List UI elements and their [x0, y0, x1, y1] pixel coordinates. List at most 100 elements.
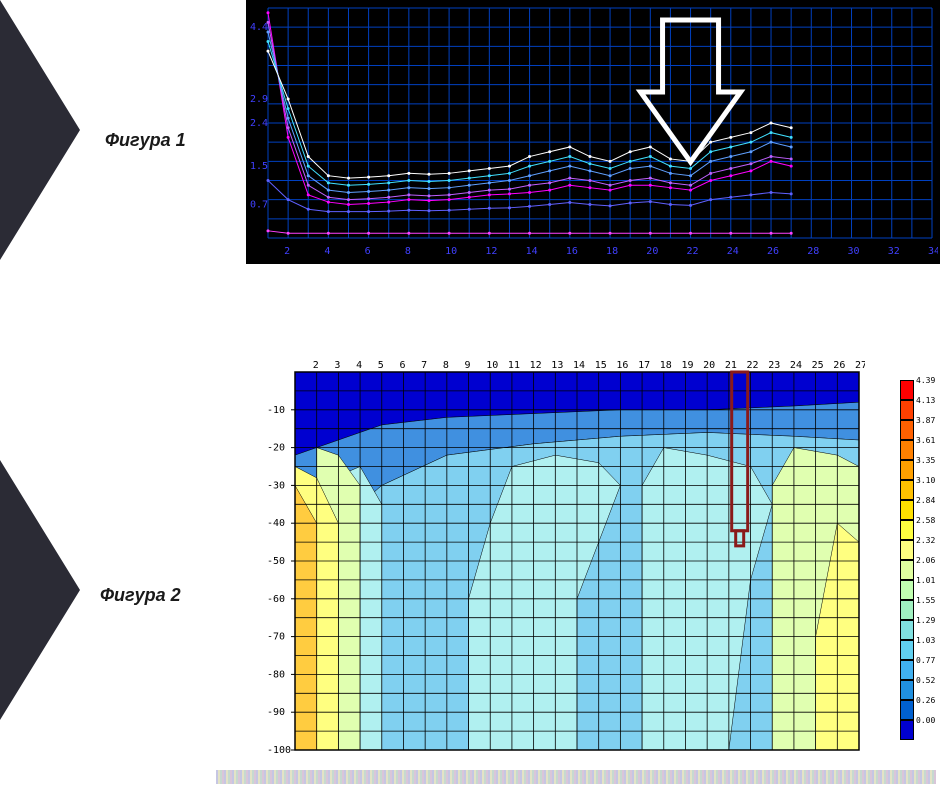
svg-text:6: 6 [365, 246, 371, 257]
svg-text:18: 18 [606, 246, 618, 257]
svg-text:9: 9 [465, 360, 471, 371]
colorbar-swatch [900, 400, 914, 420]
colorbar-swatch [900, 380, 914, 400]
colorbar-label: 0.77 [916, 656, 935, 665]
svg-text:8: 8 [405, 246, 411, 257]
svg-text:17: 17 [638, 360, 650, 371]
svg-text:22: 22 [687, 246, 699, 257]
figure-2-label: Фигура 2 [100, 585, 181, 606]
colorbar-label: 4.39 [916, 376, 935, 385]
svg-text:10: 10 [486, 360, 498, 371]
svg-text:34: 34 [928, 246, 938, 257]
colorbar-swatch [900, 540, 914, 560]
svg-text:30: 30 [848, 246, 860, 257]
colorbar-label: 3.61 [916, 436, 935, 445]
colorbar-label: 0.26 [916, 696, 935, 705]
colorbar-label: 2.32 [916, 536, 935, 545]
colorbar-swatch [900, 500, 914, 520]
svg-text:14: 14 [526, 246, 538, 257]
figure-1-label: Фигура 1 [105, 130, 186, 151]
colorbar-label: 3.10 [916, 476, 935, 485]
chevron-decor-1 [0, 0, 80, 260]
svg-text:4: 4 [324, 246, 330, 257]
svg-text:20: 20 [646, 246, 658, 257]
svg-text:1.5: 1.5 [250, 161, 268, 172]
colorbar-swatch [900, 700, 914, 720]
svg-text:-70: -70 [267, 632, 285, 643]
svg-text:-80: -80 [267, 669, 285, 680]
figure-2-heatmap: -10-20-30-40-50-60-70-80-90-100 23456789… [255, 356, 865, 756]
svg-text:-60: -60 [267, 594, 285, 605]
figure-1-svg: 0.71.52.42.94.4 246810121416182022242628… [248, 2, 938, 262]
colorbar-swatch [900, 420, 914, 440]
colorbar-label: 0.00 [916, 716, 935, 725]
colorbar-swatch [900, 460, 914, 480]
svg-text:3: 3 [334, 360, 340, 371]
svg-text:20: 20 [703, 360, 715, 371]
svg-text:0.7: 0.7 [250, 199, 268, 210]
colorbar-label: 1.29 [916, 616, 935, 625]
svg-text:24: 24 [727, 246, 739, 257]
svg-text:13: 13 [551, 360, 563, 371]
svg-text:26: 26 [767, 246, 779, 257]
svg-text:-40: -40 [267, 518, 285, 529]
colorbar-swatch [900, 560, 914, 580]
colorbar-label: 1.03 [916, 636, 935, 645]
colorbar-label: 3.87 [916, 416, 935, 425]
svg-text:4: 4 [356, 360, 362, 371]
colorbar-swatch [900, 620, 914, 640]
svg-text:-50: -50 [267, 556, 285, 567]
svg-text:11: 11 [508, 360, 520, 371]
colorbar-swatch [900, 660, 914, 680]
svg-text:-100: -100 [267, 745, 291, 756]
svg-text:7: 7 [421, 360, 427, 371]
svg-text:5: 5 [378, 360, 384, 371]
svg-text:-30: -30 [267, 480, 285, 491]
colorbar-swatch [900, 580, 914, 600]
colorbar-swatch [900, 600, 914, 620]
decorative-strip [216, 770, 936, 784]
svg-text:21: 21 [725, 360, 737, 371]
colorbar-label: 2.58 [916, 516, 935, 525]
svg-text:18: 18 [660, 360, 672, 371]
colorbar-swatch [900, 680, 914, 700]
svg-text:26: 26 [833, 360, 845, 371]
colorbar-label: 1.01 [916, 576, 935, 585]
svg-text:25: 25 [812, 360, 824, 371]
svg-text:16: 16 [616, 360, 628, 371]
svg-text:2.4: 2.4 [250, 118, 268, 129]
svg-text:23: 23 [768, 360, 780, 371]
colorbar-label: 0.52 [916, 676, 935, 685]
svg-text:2: 2 [313, 360, 319, 371]
colorbar-label: 3.35 [916, 456, 935, 465]
svg-text:22: 22 [747, 360, 759, 371]
svg-text:8: 8 [443, 360, 449, 371]
svg-text:12: 12 [530, 360, 542, 371]
svg-text:2: 2 [284, 246, 290, 257]
figure-1-chart: 0.71.52.42.94.4 246810121416182022242628… [246, 0, 940, 264]
colorbar-swatch [900, 720, 914, 740]
svg-text:-10: -10 [267, 405, 285, 416]
colorbar-swatch [900, 480, 914, 500]
svg-text:15: 15 [595, 360, 607, 371]
colorbar-label: 2.06 [916, 556, 935, 565]
svg-text:6: 6 [399, 360, 405, 371]
svg-text:28: 28 [807, 246, 819, 257]
svg-text:2.9: 2.9 [250, 94, 268, 105]
svg-text:-20: -20 [267, 443, 285, 454]
colorbar-swatch [900, 520, 914, 540]
svg-text:4.4: 4.4 [250, 22, 268, 33]
colorbar-swatch [900, 440, 914, 460]
colorbar-label: 1.55 [916, 596, 935, 605]
colorbar-label: 2.84 [916, 496, 935, 505]
svg-text:24: 24 [790, 360, 802, 371]
svg-text:10: 10 [445, 246, 457, 257]
svg-text:32: 32 [888, 246, 900, 257]
colorbar: 4.394.133.873.613.353.102.842.582.322.06… [900, 380, 936, 740]
colorbar-swatch [900, 640, 914, 660]
svg-text:-90: -90 [267, 707, 285, 718]
svg-text:14: 14 [573, 360, 585, 371]
svg-text:12: 12 [485, 246, 497, 257]
svg-text:16: 16 [566, 246, 578, 257]
svg-text:27: 27 [855, 360, 865, 371]
